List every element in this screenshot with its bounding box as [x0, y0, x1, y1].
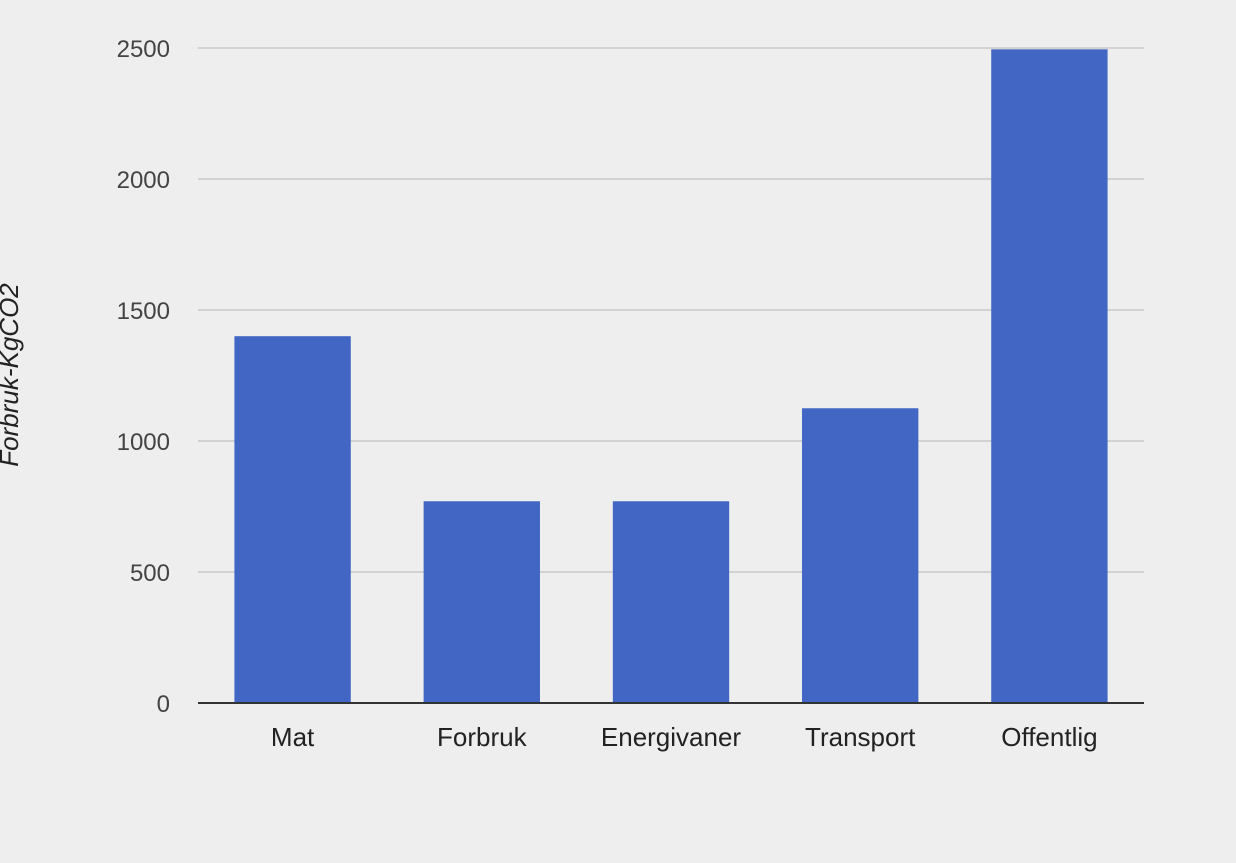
x-category-label: Offentlig: [1001, 722, 1097, 752]
bar-energivaner: [612, 501, 730, 703]
gridlines: [198, 47, 1144, 573]
y-tick-label: 1000: [117, 429, 170, 456]
x-category-label: Mat: [271, 722, 315, 752]
x-category-label: Energivaner: [601, 722, 742, 752]
y-tick-label: 500: [130, 560, 170, 587]
bars: [198, 49, 1144, 704]
x-category-label: Transport: [805, 722, 916, 752]
y-tick-label: 0: [157, 691, 170, 718]
y-tick-label: 1500: [117, 298, 170, 325]
bar-mat: [234, 336, 351, 703]
x-category-label: Forbruk: [437, 722, 528, 752]
bar-transport: [802, 408, 919, 703]
x-axis-category-labels: Mat Forbruk Energivaner Transport Offentlig: [271, 722, 1098, 752]
y-tick-label: 2000: [117, 167, 170, 194]
bar-forbruk: [423, 501, 540, 703]
y-axis-title: Forbruk-KgCO2: [0, 283, 24, 467]
bar-offentlig: [991, 49, 1108, 704]
y-tick-label: 2500: [117, 36, 170, 63]
y-axis-tick-labels: 0 500 1000 1500 2000 2500: [117, 36, 170, 718]
